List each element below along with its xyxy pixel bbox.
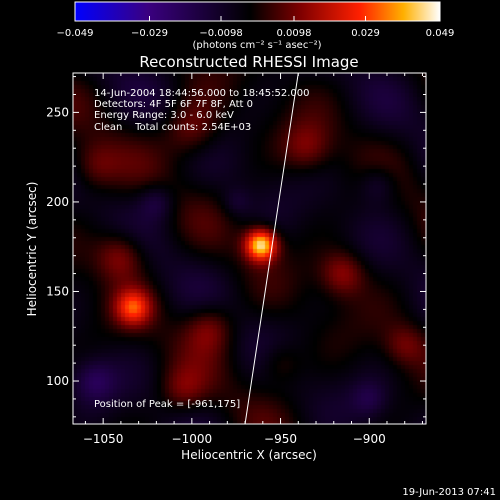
colorbar-tick-label: 0.049 [426, 28, 455, 39]
y-tick-label: 200 [46, 195, 69, 209]
y-tick-label: 100 [46, 374, 69, 388]
colorbar: −0.049 −0.029 −0.0098 0.0098 0.029 0.049 (pho… [56, 1, 454, 51]
y-axis: 100 150 200 250 [46, 76, 426, 418]
x-tick-label: −1050 [83, 432, 124, 446]
annotation-time-range: 14-Jun-2004 18:44:56.000 to 18:45:52.000 [94, 88, 310, 99]
colorbar-gradient [74, 1, 441, 22]
plot-area [73, 73, 426, 424]
colorbar-tick-label: −0.0098 [199, 28, 242, 39]
y-tick-label: 150 [46, 284, 69, 298]
x-tick-label: −950 [264, 432, 297, 446]
annotation-energy-range: Energy Range: 3.0 - 6.0 keV [94, 110, 234, 121]
x-axis-label: Heliocentric X (arcsec) [181, 448, 317, 462]
footer-timestamp: 19-Jun-2013 07:41 [402, 487, 496, 498]
colorbar-tick-label: −0.029 [131, 28, 168, 39]
colorbar-tick-label: 0.029 [351, 28, 380, 39]
x-tick-label: −1000 [172, 432, 213, 446]
colorbar-ticks: −0.049 −0.029 −0.0098 0.0098 0.029 0.049 [56, 16, 454, 39]
x-axis: −1050 −1000 −950 −900 [83, 73, 423, 446]
plot-frame [72, 72, 427, 425]
annotation-clean-counts: Clean Total counts: 2.54E+03 [94, 122, 251, 133]
colorbar-units-label: (photons cm⁻² s⁻¹ asec⁻²) [192, 40, 321, 51]
annotation-peak-position: Position of Peak = [-961,175] [94, 399, 240, 410]
x-tick-label: −900 [353, 432, 386, 446]
annotation-detectors: Detectors: 4F 5F 6F 7F 8F, Att 0 [94, 99, 253, 110]
annotations: 14-Jun-2004 18:44:56.000 to 18:45:52.000… [94, 88, 310, 410]
limb-line [244, 73, 299, 424]
heatmap-image [73, 73, 426, 424]
colorbar-tick-label: 0.0098 [277, 28, 312, 39]
y-axis-label: Heliocentric Y (arcsec) [25, 182, 39, 317]
y-tick-label: 250 [46, 105, 69, 119]
chart-title: Reconstructed RHESSI Image [139, 53, 358, 71]
colorbar-tick-label: −0.049 [56, 28, 93, 39]
